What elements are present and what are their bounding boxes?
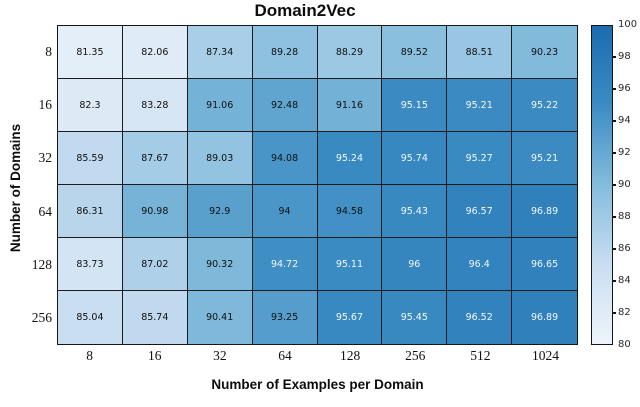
heatmap-cell: 95.21 bbox=[447, 79, 513, 132]
x-axis-title: Number of Examples per Domain bbox=[211, 377, 424, 392]
heatmap-cell: 94.08 bbox=[252, 132, 318, 185]
heatmap-cell: 82.06 bbox=[122, 26, 188, 79]
heatmap-cell: 90.41 bbox=[187, 291, 253, 344]
colorbar-tick-mark bbox=[612, 88, 616, 90]
heatmap-cell: 90.32 bbox=[187, 238, 253, 291]
heatmap-cell: 89.52 bbox=[382, 26, 448, 79]
heatmap-cell: 89.03 bbox=[187, 132, 253, 185]
heatmap-cell: 95.43 bbox=[382, 185, 448, 238]
y-tick-label: 128 bbox=[31, 257, 52, 272]
heatmap-cell: 96.65 bbox=[512, 238, 577, 291]
x-tick-label: 512 bbox=[470, 348, 491, 363]
heatmap-cell: 87.34 bbox=[187, 26, 253, 79]
colorbar-tick-label: 86 bbox=[618, 243, 631, 254]
colorbar-tick-label: 88 bbox=[618, 211, 631, 222]
heatmap-cell: 93.25 bbox=[252, 291, 318, 344]
heatmap-cell: 90.98 bbox=[122, 185, 188, 238]
colorbar-tick-label: 94 bbox=[618, 115, 631, 126]
colorbar-tick-label: 100 bbox=[618, 19, 638, 30]
colorbar-tick-mark bbox=[612, 280, 616, 282]
y-tick-label: 16 bbox=[38, 97, 53, 112]
heatmap-cell: 95.21 bbox=[512, 132, 577, 185]
y-axis-title-text: Number of Domains bbox=[8, 123, 23, 253]
heatmap-cell: 95.15 bbox=[382, 79, 448, 132]
heatmap-cell: 95.22 bbox=[512, 79, 577, 132]
heatmap-cell: 92.48 bbox=[252, 79, 318, 132]
heatmap-cell: 96.89 bbox=[512, 185, 577, 238]
heatmap-cell: 95.74 bbox=[382, 132, 448, 185]
colorbar-tick-mark bbox=[612, 312, 616, 314]
heatmap-cell: 85.59 bbox=[58, 132, 123, 185]
heatmap-cell: 88.51 bbox=[447, 26, 513, 79]
heatmap-cell: 90.23 bbox=[512, 26, 577, 79]
heatmap-cell: 91.16 bbox=[317, 79, 383, 132]
y-tick-label: 256 bbox=[31, 310, 52, 326]
heatmap-cell: 96.89 bbox=[512, 291, 577, 344]
colorbar-tick-mark bbox=[612, 248, 616, 250]
colorbar-tick-mark bbox=[612, 120, 616, 122]
heatmap-cell: 96 bbox=[382, 238, 448, 291]
colorbar-tick-label: 98 bbox=[618, 51, 631, 62]
colorbar bbox=[591, 25, 613, 345]
heatmap-cell: 87.67 bbox=[122, 132, 188, 185]
heatmap-cell: 81.35 bbox=[58, 26, 123, 79]
heatmap-cell: 92.9 bbox=[187, 185, 253, 238]
heatmap-cell: 95.24 bbox=[317, 132, 383, 185]
x-tick-label: 8 bbox=[86, 348, 93, 363]
heatmap-cell: 85.04 bbox=[58, 291, 123, 344]
heatmap-cell: 83.28 bbox=[122, 79, 188, 132]
heatmap-cell: 95.11 bbox=[317, 238, 383, 291]
heatmap-cell: 87.02 bbox=[122, 238, 188, 291]
heatmap-cell: 91.06 bbox=[187, 79, 253, 132]
heatmap-cell: 95.45 bbox=[382, 291, 448, 344]
colorbar-tick-label: 96 bbox=[618, 83, 631, 94]
x-tick-label: 256 bbox=[405, 348, 426, 363]
colorbar-tick-mark bbox=[612, 152, 616, 154]
y-tick-label: 8 bbox=[45, 43, 52, 59]
colorbar-tick-mark bbox=[612, 184, 616, 186]
heatmap-cell: 96.52 bbox=[447, 291, 513, 344]
x-tick-label: 64 bbox=[278, 348, 292, 363]
x-tick-label: 1024 bbox=[531, 348, 559, 363]
colorbar-tick-label: 92 bbox=[618, 147, 631, 158]
heatmap-cell: 94.58 bbox=[317, 185, 383, 238]
heatmap-cell: 96.57 bbox=[447, 185, 513, 238]
colorbar-tick-label: 82 bbox=[618, 307, 631, 318]
heatmap-cell: 95.67 bbox=[317, 291, 383, 344]
heatmap-cell: 95.27 bbox=[447, 132, 513, 185]
chart-title: Domain2Vec bbox=[254, 1, 356, 20]
heatmap-cell: 94 bbox=[252, 185, 318, 238]
heatmap-cell: 83.73 bbox=[58, 238, 123, 291]
heatmap-cell: 86.31 bbox=[58, 185, 123, 238]
heatmap-cell: 96.4 bbox=[447, 238, 513, 291]
x-tick-label: 16 bbox=[147, 348, 162, 363]
heatmap-cell: 82.3 bbox=[58, 79, 123, 132]
x-tick-label: 32 bbox=[213, 348, 227, 363]
heatmap-cell: 94.72 bbox=[252, 238, 318, 291]
colorbar-tick-label: 84 bbox=[618, 275, 631, 286]
heatmap-grid: 81.35 82.06 87.34 89.28 88.29 89.52 88.51 90.23… bbox=[57, 25, 578, 345]
colorbar-tick-mark bbox=[612, 216, 616, 218]
colorbar-tick-label: 80 bbox=[618, 339, 631, 350]
heatmap-cell: 85.74 bbox=[122, 291, 188, 344]
heatmap-cell: 88.29 bbox=[317, 26, 383, 79]
x-tick-label: 128 bbox=[339, 348, 361, 363]
y-tick-label: 32 bbox=[38, 150, 53, 166]
y-tick-label: 64 bbox=[38, 203, 53, 219]
colorbar-tick-label: 90 bbox=[618, 179, 631, 190]
colorbar-tick-mark bbox=[612, 56, 616, 58]
heatmap-cell: 89.28 bbox=[252, 26, 318, 79]
